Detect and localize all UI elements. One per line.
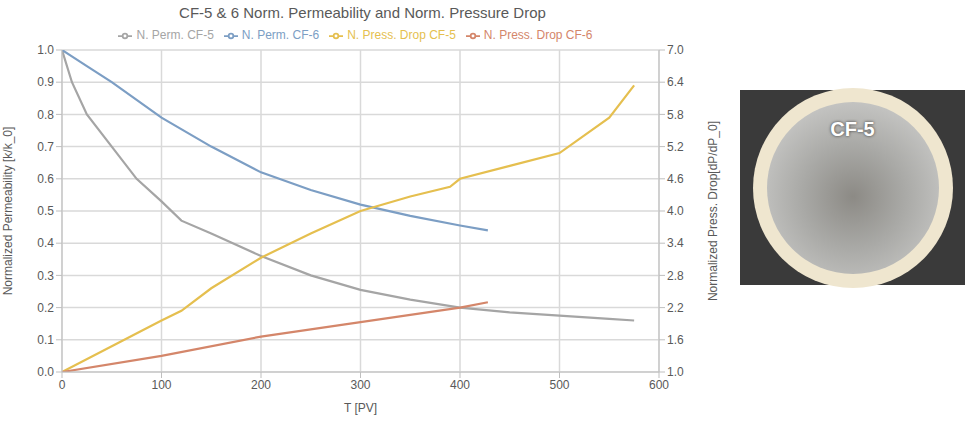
html-text:N. Perm. CF-5: N. Perm. CF-5: [136, 28, 214, 42]
svg-text:200: 200: [251, 378, 271, 392]
svg-text:500: 500: [549, 378, 569, 392]
svg-text:7.0: 7.0: [667, 43, 684, 57]
svg-text:2.8: 2.8: [667, 269, 684, 283]
svg-text:Normalized Press. Drop[dP/dP_0: Normalized Press. Drop[dP/dP_0]: [706, 121, 720, 301]
svg-text:4.0: 4.0: [667, 204, 684, 218]
svg-text:0.9: 0.9: [37, 75, 54, 89]
svg-text:0.0: 0.0: [37, 365, 54, 379]
svg-text:1.0: 1.0: [37, 43, 54, 57]
svg-text:1.6: 1.6: [667, 333, 684, 347]
svg-text:5.8: 5.8: [667, 108, 684, 122]
svg-text:5.2: 5.2: [667, 140, 684, 154]
html-text:N. Press. Drop CF-5: N. Press. Drop CF-5: [347, 28, 456, 42]
svg-text:3.4: 3.4: [667, 236, 684, 250]
svg-text:600: 600: [649, 378, 669, 392]
html-text:N. Perm. CF-6: N. Perm. CF-6: [241, 28, 320, 42]
html-text:CF-5: CF-5: [830, 117, 875, 140]
svg-text:0.6: 0.6: [37, 172, 54, 186]
html-text:N. Press. Drop CF-6: N. Press. Drop CF-6: [483, 28, 593, 42]
svg-text:0.5: 0.5: [37, 204, 54, 218]
svg-text:0.3: 0.3: [37, 269, 54, 283]
svg-text:400: 400: [450, 378, 470, 392]
svg-text:T [PV]: T [PV]: [344, 401, 377, 415]
svg-text:2.2: 2.2: [667, 301, 684, 315]
svg-text:300: 300: [350, 378, 370, 392]
svg-text:6.4: 6.4: [667, 75, 684, 89]
svg-text:0: 0: [59, 378, 66, 392]
svg-text:1.0: 1.0: [667, 365, 684, 379]
html-text:CF-5 & 6 Norm. Permeability an: CF-5 & 6 Norm. Permeability and Norm. Pr…: [179, 4, 546, 21]
svg-text:0.1: 0.1: [37, 333, 54, 347]
svg-text:0.2: 0.2: [37, 301, 54, 315]
svg-text:0.8: 0.8: [37, 108, 54, 122]
svg-text:0.4: 0.4: [37, 236, 54, 250]
svg-text:Normalized Permeability [k/k_0: Normalized Permeability [k/k_0]: [1, 127, 15, 296]
svg-text:100: 100: [151, 378, 171, 392]
svg-text:0.7: 0.7: [37, 140, 54, 154]
svg-text:4.6: 4.6: [667, 172, 684, 186]
